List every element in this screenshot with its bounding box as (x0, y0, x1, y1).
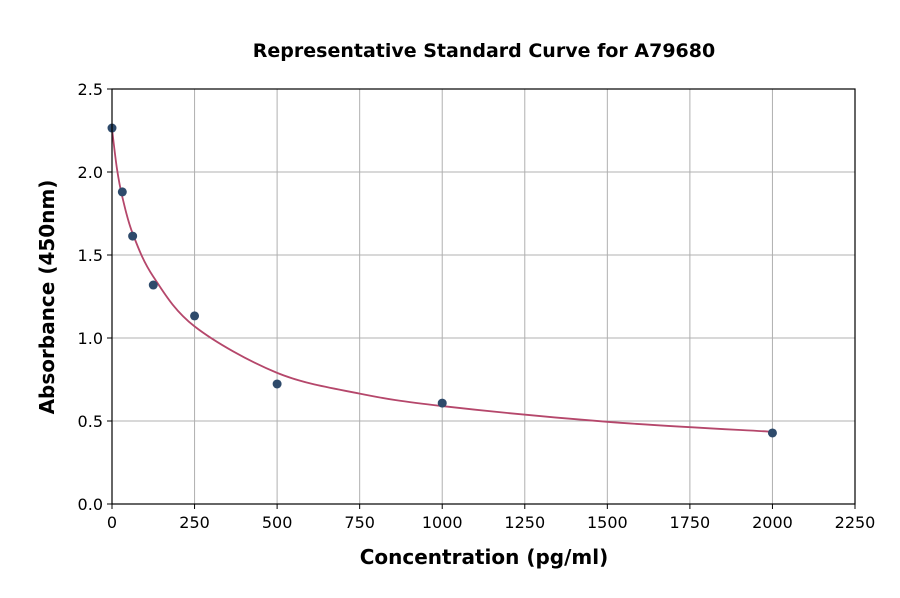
data-point (437, 398, 447, 408)
x-tick-label: 1250 (504, 513, 545, 532)
ticks: 0 250 500 750 1000 1250 1500 1750 2000 2250 0.0 0.5… (78, 80, 876, 532)
x-tick-label: 2250 (835, 513, 876, 532)
x-tick-label: 750 (344, 513, 375, 532)
x-tick-label: 0 (107, 513, 117, 532)
data-point (272, 379, 282, 389)
data-points (107, 123, 777, 438)
x-tick-label: 250 (179, 513, 210, 532)
plot-frame (111, 88, 856, 505)
y-tick-label: 2.0 (78, 163, 103, 182)
y-tick-label: 0.5 (78, 412, 103, 431)
fit-curve (111, 128, 773, 433)
x-tick-label: 1750 (670, 513, 711, 532)
y-tick-label: 2.5 (78, 80, 103, 99)
fit-curve-group (111, 128, 773, 433)
chart-title: Representative Standard Curve for A79680 (253, 40, 715, 62)
x-tick-label: 2000 (752, 513, 793, 532)
x-axis-label: Concentration (pg/ml) (360, 545, 609, 569)
data-point (190, 311, 200, 321)
x-tick-label: 1500 (587, 513, 628, 532)
x-tick-label: 500 (262, 513, 293, 532)
x-tick-label: 1000 (422, 513, 463, 532)
y-tick-label: 0.0 (78, 495, 103, 514)
data-point (117, 187, 127, 197)
y-axis-label: Absorbance (450nm) (35, 180, 59, 415)
y-tick-label: 1.5 (78, 246, 103, 265)
data-point (767, 428, 777, 438)
data-point (128, 231, 138, 241)
data-point (148, 280, 158, 290)
y-tick-label: 1.0 (78, 329, 103, 348)
grid (111, 88, 856, 505)
